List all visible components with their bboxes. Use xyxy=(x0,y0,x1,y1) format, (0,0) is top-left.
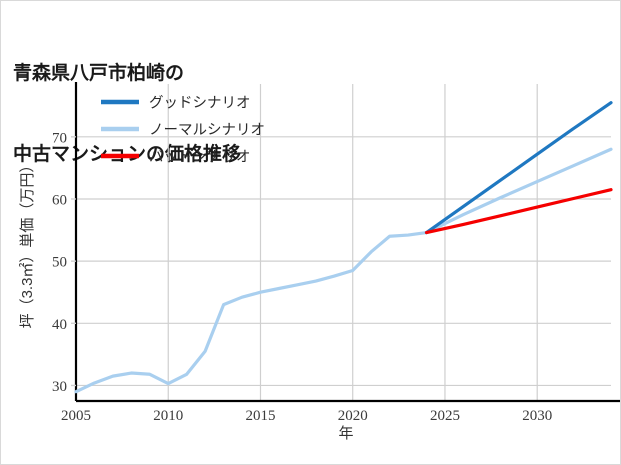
legend-label: ノーマルシナリオ xyxy=(149,123,265,139)
legend-label: グッドシナリオ xyxy=(149,95,251,112)
y-tick-labels: 30 40 50 60 70 xyxy=(52,130,67,395)
chart-title-line-1: 青森県八戸市柏崎の xyxy=(13,62,185,84)
data-series xyxy=(74,101,613,394)
y-tick-label: 30 xyxy=(52,379,67,395)
y-tick-label: 60 xyxy=(52,192,67,208)
x-tick-labels: 2005 2010 2015 2020 2025 2030 xyxy=(61,408,552,424)
y-tick-label: 70 xyxy=(52,130,67,146)
series-line xyxy=(74,147,613,394)
y-tick-label: 40 xyxy=(52,317,67,333)
y-tick-label: 50 xyxy=(52,255,67,271)
x-axis-title: 年 xyxy=(338,425,353,442)
y-axis-title: 坪（3.3㎡）単価（万円） xyxy=(19,158,36,329)
x-tick-label: 2025 xyxy=(430,408,460,424)
series-line xyxy=(424,101,613,235)
legend-label: バッドシナリオ xyxy=(149,150,251,166)
x-tick-label: 2015 xyxy=(245,408,275,424)
grid-lines xyxy=(76,84,611,401)
axis-lines xyxy=(71,82,620,403)
x-tick-label: 2010 xyxy=(153,408,183,424)
x-tick-label: 2030 xyxy=(522,408,552,424)
x-tick-label: 2005 xyxy=(61,408,91,424)
series-line xyxy=(424,188,613,235)
x-tick-label: 2020 xyxy=(338,408,368,424)
